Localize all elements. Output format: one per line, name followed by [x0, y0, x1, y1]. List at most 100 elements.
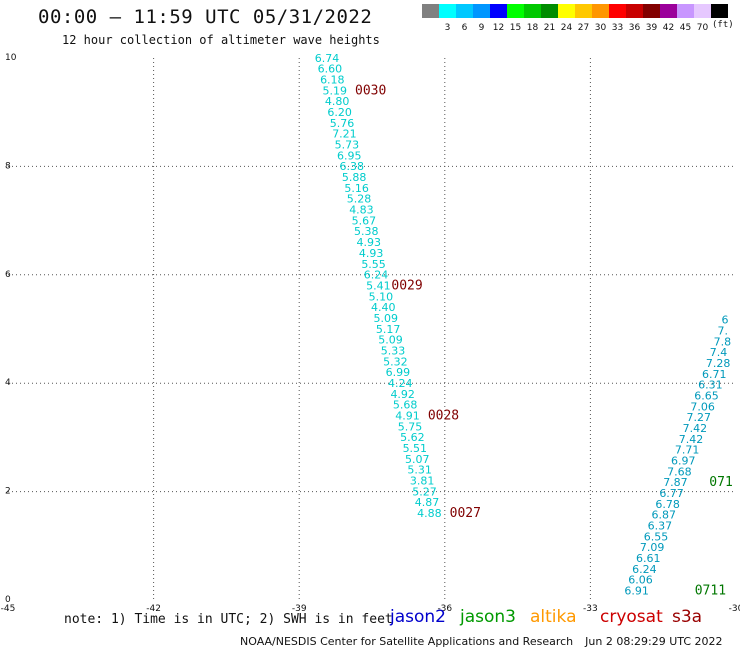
- y-tick-label: 8: [5, 161, 11, 171]
- x-tick-label: -36: [437, 604, 452, 614]
- wave-height-label: 5.51: [403, 442, 428, 455]
- color-swatch: [490, 4, 507, 18]
- y-tick-label: 10: [5, 53, 17, 63]
- credit-line: NOAA/NESDIS Center for Satellite Applica…: [240, 635, 723, 648]
- color-scale-label: 24: [561, 23, 573, 32]
- wave-height-label: 7.06: [690, 400, 715, 413]
- wave-height-label: 5.62: [400, 431, 425, 444]
- wave-height-label: 6.55: [644, 530, 669, 543]
- wave-height-label: 5.41: [366, 279, 391, 292]
- chart-title: 00:00 – 11:59 UTC 05/31/2022: [38, 6, 373, 28]
- wave-height-label: 5.38: [354, 225, 379, 238]
- footnote: note: 1) Time is in UTC; 2) SWH is in fe…: [64, 612, 393, 627]
- x-tick-label: -42: [146, 604, 161, 614]
- color-swatch: [541, 4, 558, 18]
- time-marker-label: 071: [709, 475, 732, 490]
- color-swatch: [609, 4, 626, 18]
- wave-height-label: 7.4: [710, 346, 728, 359]
- color-swatch: [439, 4, 456, 18]
- wave-height-label: 6.95: [337, 149, 362, 162]
- wave-height-label: 4.93: [356, 236, 381, 249]
- time-marker-label: 0027: [450, 506, 481, 521]
- color-swatch: [507, 4, 524, 18]
- satellite-legend-altika: altika: [530, 607, 577, 627]
- color-scale-label: 3: [445, 23, 451, 32]
- color-scale-label: 45: [680, 23, 691, 32]
- wave-height-label: 5.76: [330, 117, 355, 130]
- wave-height-label: 4.80: [325, 95, 350, 108]
- wave-height-label: 6.77: [659, 487, 684, 500]
- color-scale-label: 39: [646, 23, 658, 32]
- wave-height-label: 5.27: [412, 485, 437, 498]
- wave-height-label: 6.60: [318, 63, 343, 76]
- color-scale-label: 15: [510, 23, 521, 32]
- wave-height-label: 4.83: [349, 204, 374, 217]
- wave-height-label: 6.99: [386, 366, 411, 379]
- wave-height-label: 7.87: [663, 476, 688, 489]
- color-swatch: [422, 4, 439, 18]
- wave-height-label: 5.17: [376, 323, 401, 336]
- time-marker-label: 0030: [355, 83, 386, 98]
- wave-height-label: 4.88: [417, 507, 442, 520]
- wave-height-label: 5.16: [344, 182, 369, 195]
- wave-height-label: 6.20: [327, 106, 352, 119]
- wave-height-label: 3.81: [410, 475, 435, 488]
- generated-timestamp: Jun 2 08:29:29 UTC 2022: [585, 635, 723, 648]
- wave-height-label: 7.28: [706, 357, 731, 370]
- wave-height-label: 6.71: [702, 368, 727, 381]
- wave-height-label: 6.97: [671, 455, 696, 468]
- y-tick-label: 0: [5, 595, 11, 605]
- wave-height-label: 4.87: [415, 496, 440, 509]
- wave-height-label: 6.65: [694, 389, 719, 402]
- time-marker-label: 0029: [391, 278, 422, 293]
- wave-height-label: 6.61: [636, 552, 661, 565]
- wave-height-label: 4.24: [388, 377, 413, 390]
- wave-height-label: 5.09: [373, 312, 398, 325]
- wave-height-label: 5.32: [383, 355, 408, 368]
- color-swatch: [575, 4, 592, 18]
- wave-height-label: 5.19: [322, 84, 347, 97]
- x-tick-label: -30: [729, 604, 740, 614]
- wave-height-label: 5.88: [342, 171, 367, 184]
- color-swatch: [694, 4, 711, 18]
- wave-height-label: 4.40: [371, 301, 396, 314]
- color-scale-unit: (ft): [712, 20, 734, 30]
- wave-height-label: 5.33: [381, 344, 406, 357]
- wave-height-label: 5.28: [347, 193, 372, 206]
- wave-height-label: 5.07: [405, 453, 430, 466]
- color-swatch: [473, 4, 490, 18]
- color-swatch: [524, 4, 541, 18]
- wave-height-label: 4.92: [390, 388, 415, 401]
- time-marker-label: 0028: [428, 409, 459, 424]
- x-tick-label: -45: [1, 604, 16, 614]
- color-scale-label: 12: [493, 23, 504, 32]
- color-scale-label: 42: [663, 23, 674, 32]
- wave-height-label: 5.67: [352, 214, 377, 227]
- x-tick-label: -39: [292, 604, 307, 614]
- x-tick-label: -33: [583, 604, 598, 614]
- wave-height-label: 6.87: [652, 509, 677, 522]
- color-scale-label: 21: [544, 23, 555, 32]
- wave-height-label: 7.27: [686, 411, 711, 424]
- color-swatch: [643, 4, 660, 18]
- credit-text: NOAA/NESDIS Center for Satellite Applica…: [240, 635, 574, 648]
- color-swatch: [456, 4, 473, 18]
- y-tick-label: 2: [5, 487, 11, 497]
- wave-height-label: 6.74: [315, 52, 340, 65]
- wave-height-label: 4.93: [359, 247, 384, 260]
- wave-height-label: 6: [721, 314, 728, 327]
- color-swatch: [677, 4, 694, 18]
- wave-height-label: 7.68: [667, 465, 692, 478]
- satellite-legend-jason3: jason3: [460, 607, 516, 627]
- color-scale-label: 70: [697, 23, 709, 32]
- wave-height-label: 4.91: [395, 410, 420, 423]
- satellite-legend-s3a: s3a: [672, 607, 703, 627]
- wave-height-label: 6.38: [339, 160, 364, 173]
- color-swatch: [592, 4, 609, 18]
- wave-height-label: 7.: [718, 324, 729, 337]
- color-scale-label: 9: [479, 23, 485, 32]
- wave-height-label: 5.09: [378, 334, 403, 347]
- wave-height-label: 6.06: [628, 574, 653, 587]
- color-swatch: [626, 4, 643, 18]
- color-scale-label: 18: [527, 23, 539, 32]
